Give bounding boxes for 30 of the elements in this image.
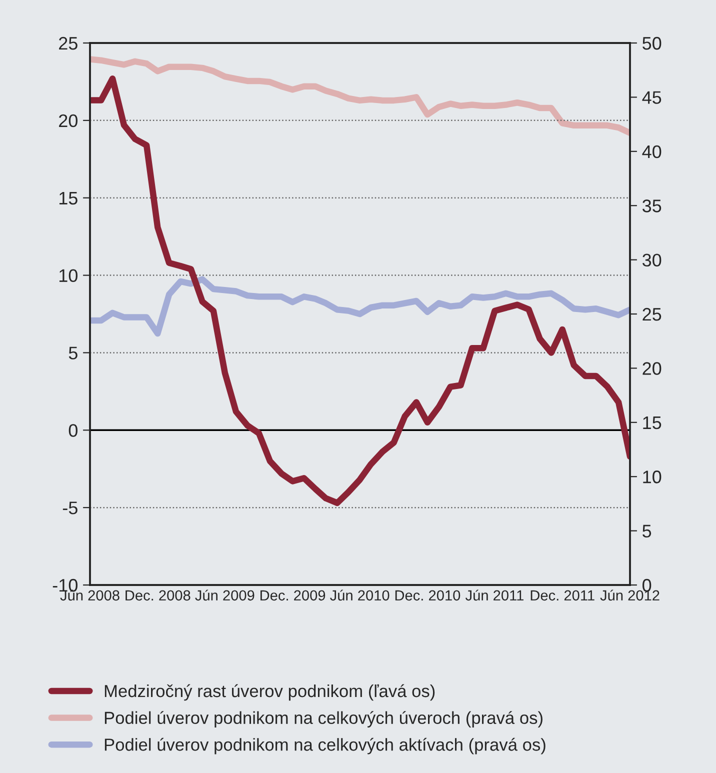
y-tick-label: 20 — [59, 114, 78, 128]
y2-tick-label: 50 — [642, 36, 662, 50]
y2-tick-label: 25 — [642, 308, 662, 321]
y-tick-label: 10 — [59, 269, 78, 282]
y2-tick-label: 30 — [642, 254, 662, 267]
x-tick-label: Dec. 2008 — [126, 590, 190, 601]
y2-tick-label: 35 — [642, 200, 662, 212]
y-tick-label: 5 — [68, 346, 78, 360]
y-tick-label: 25 — [59, 36, 78, 50]
y2-tick-label: 5 — [642, 524, 652, 538]
y-tick-label: 15 — [59, 192, 78, 205]
x-tick-label: Dec. 2011 — [530, 590, 594, 601]
y-tick-label: -10 — [52, 578, 78, 592]
x-tick-label: Jún 2009 — [195, 590, 254, 601]
y2-tick-label: 0 — [642, 578, 652, 592]
y2-tick-label: 10 — [643, 470, 662, 484]
y2-tick-label: 20 — [642, 362, 662, 375]
y2-tick-label: 45 — [642, 91, 662, 104]
x-tick-label: Dec. 2010 — [395, 590, 460, 601]
y2-tick-label: 40 — [642, 145, 662, 158]
legend-label: Podiel úverov podnikom na celkových úveroch (pravá os) — [104, 711, 542, 728]
y-tick-label: 0 — [68, 424, 78, 437]
x-tick-label: Jún 2011 — [465, 590, 524, 601]
x-tick-label: Jún 2010 — [330, 590, 390, 601]
legend-label: Medziročný rast úverov podnikom (ľavá os) — [104, 684, 435, 701]
y-tick-label: -5 — [62, 502, 78, 514]
legend-label: Podiel úverov podnikom na celkových aktívach (pravá os) — [104, 738, 546, 754]
y2-tick-label: 15 — [643, 416, 662, 430]
x-tick-label: Jún 2012 — [600, 590, 660, 601]
x-tick-label: Dec. 2009 — [260, 590, 326, 601]
